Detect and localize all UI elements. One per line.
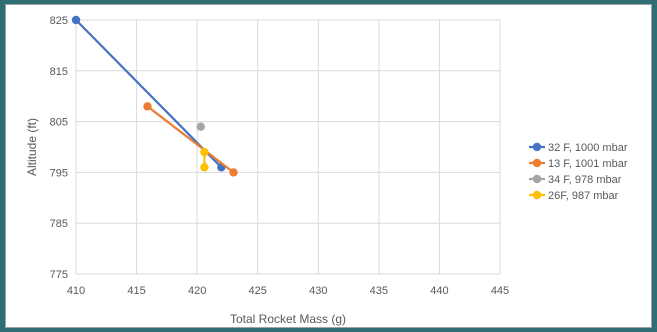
- series-line: [146, 105, 235, 174]
- y-tick-label: 815: [50, 66, 68, 78]
- series-line: [75, 19, 223, 169]
- x-tick-label: 445: [491, 285, 509, 297]
- y-tick-label: 775: [50, 269, 68, 281]
- y-tick-label: 795: [50, 167, 68, 179]
- x-tick-label: 410: [67, 285, 85, 297]
- x-tick-label: 425: [249, 285, 267, 297]
- y-tick-label: 785: [50, 218, 68, 230]
- series-2: [196, 122, 205, 131]
- data-point: [200, 147, 209, 157]
- legend-marker: [532, 142, 542, 152]
- legend-marker: [532, 190, 542, 200]
- series-layer: [71, 15, 238, 177]
- legend-marker: [532, 158, 542, 168]
- data-point: [200, 163, 209, 172]
- data-point: [229, 168, 238, 177]
- y-tick-label: 825: [50, 15, 68, 27]
- legend-label: 26F, 987 mbar: [548, 190, 619, 202]
- x-tick-label: 440: [430, 285, 448, 297]
- y-tick-label: 805: [50, 117, 68, 129]
- legend-label: 13 F, 1001 mbar: [548, 158, 628, 170]
- series-3: [200, 147, 209, 172]
- x-tick-label: 415: [127, 285, 145, 297]
- legend-marker: [532, 174, 542, 184]
- x-tick-label: 420: [188, 285, 206, 297]
- legend-label: 32 F, 1000 mbar: [548, 142, 628, 154]
- y-axis-title: Altitude (ft): [25, 118, 39, 176]
- x-tick-label: 435: [370, 285, 388, 297]
- data-point: [196, 122, 205, 131]
- data-point: [143, 102, 152, 111]
- data-point: [71, 15, 81, 25]
- x-axis-title: Total Rocket Mass (g): [230, 312, 346, 326]
- series-1: [143, 102, 238, 177]
- grid: [75, 19, 501, 275]
- x-tick-label: 430: [309, 285, 327, 297]
- legend: 32 F, 1000 mbar 13 F, 1001 mbar 34 F, 978 …: [529, 142, 628, 202]
- legend-label: 34 F, 978 mbar: [548, 174, 622, 186]
- tick-labels: 775 785 795 805 815 825 410 415 420 425 430 435 440 4…: [50, 15, 510, 297]
